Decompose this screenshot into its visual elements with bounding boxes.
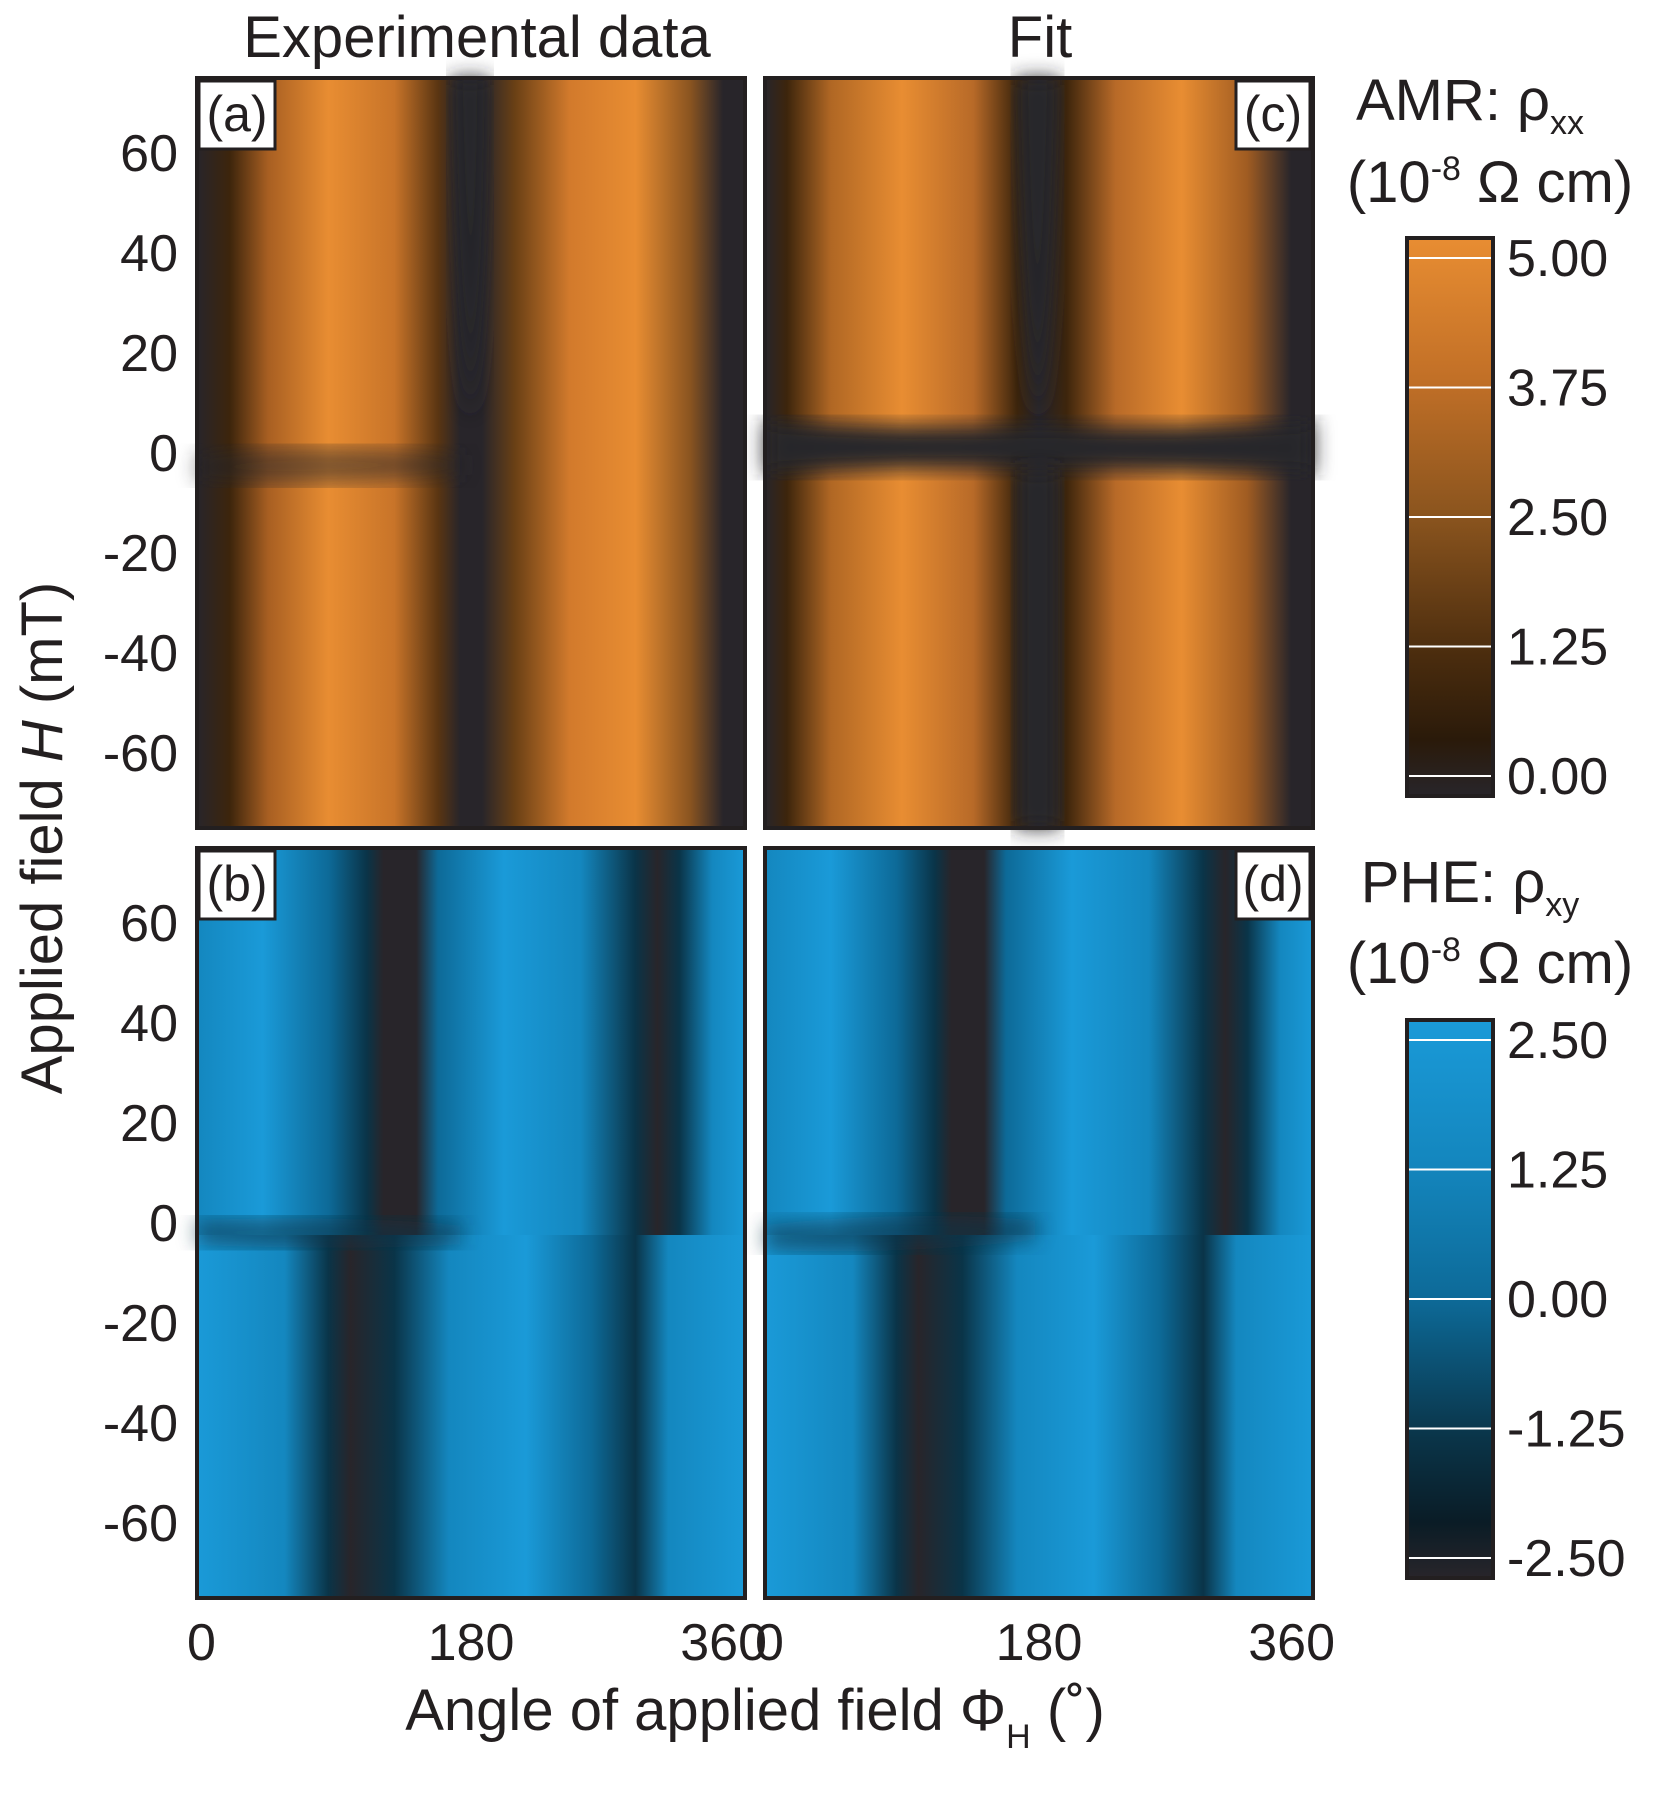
- phe-colorbar: 2.50 1.25 0.00 -1.25 -2.50: [1405, 1012, 1626, 1588]
- phe-colorbar-units: (10-8 Ω cm): [1347, 931, 1633, 996]
- x-axis-label: Angle of applied field ΦH (˚): [405, 1678, 1105, 1756]
- colorbar_phe-tick-0: 2.50: [1507, 1012, 1608, 1070]
- panel-a-heatmap-lower: [197, 460, 745, 828]
- colorbar_phe-tick-4: -2.50: [1507, 1530, 1626, 1588]
- column-title-fit: Fit: [1008, 5, 1072, 70]
- colorbar_amr-tick-4: 0.00: [1507, 748, 1608, 806]
- left-x-tick-2: 360: [680, 1614, 767, 1672]
- top-y-tick-3: 0: [149, 425, 178, 483]
- bottom-y-tick-2: 20: [120, 1095, 178, 1153]
- colorbar_amr-tick-1: 3.75: [1507, 360, 1608, 418]
- amr-colorbar-title: AMR: ρxx: [1356, 68, 1584, 142]
- panel-b-heatmap-lower: [197, 1235, 745, 1598]
- bottom-y-tick-3: 0: [149, 1195, 178, 1253]
- bottom-y-tick-0: 60: [120, 895, 178, 953]
- column-title-experimental: Experimental data: [243, 5, 711, 70]
- top-y-tick-2: 20: [120, 325, 178, 383]
- colorbar_amr-tick-0: 5.00: [1507, 230, 1608, 288]
- y-ticks-top: 60 40 20 0 -20 -40 -60: [103, 125, 178, 783]
- panel-b-label: (b): [206, 856, 267, 912]
- bottom-y-tick-1: 40: [120, 995, 178, 1053]
- panel-a: (a): [195, 76, 747, 830]
- panel-d-heatmap-lower: [765, 1235, 1313, 1598]
- amr-colorbar-units: (10-8 Ω cm): [1347, 150, 1633, 215]
- panel-b: (b): [195, 846, 747, 1600]
- colorbar_phe-tick-2: 0.00: [1507, 1271, 1608, 1329]
- top-y-tick-1: 40: [120, 225, 178, 283]
- panel-d-label: (d): [1242, 856, 1303, 912]
- bottom-y-tick-5: -40: [103, 1395, 178, 1453]
- colorbar_amr-tick-2: 2.50: [1507, 489, 1608, 547]
- y-axis-label: Applied field H (mT): [10, 582, 75, 1095]
- colorbar_phe-tick-1: 1.25: [1507, 1142, 1608, 1200]
- right-x-tick-2: 360: [1248, 1614, 1335, 1672]
- y-ticks-bottom: 60 40 20 0 -20 -40 -60: [103, 895, 178, 1553]
- top-y-tick-5: -40: [103, 625, 178, 683]
- panel-c: (c): [763, 76, 1315, 830]
- left-x-tick-1: 180: [428, 1614, 515, 1672]
- panel-c-label: (c): [1244, 86, 1302, 142]
- colorbar_amr-tick-3: 1.25: [1507, 619, 1608, 677]
- amr-colorbar: 5.00 3.75 2.50 1.25 0.00: [1405, 230, 1608, 806]
- bottom-y-tick-6: -60: [103, 1495, 178, 1553]
- bottom-y-tick-4: -20: [103, 1295, 178, 1353]
- phe-colorbar-title: PHE: ρxy: [1361, 850, 1579, 924]
- colorbar_phe-tick-3: -1.25: [1507, 1401, 1626, 1459]
- panel-a-label: (a): [206, 86, 267, 142]
- right-x-tick-0: 0: [755, 1614, 784, 1672]
- right-x-tick-1: 180: [996, 1614, 1083, 1672]
- top-y-tick-0: 60: [120, 125, 178, 183]
- left-x-tick-0: 0: [187, 1614, 216, 1672]
- top-y-tick-6: -60: [103, 725, 178, 783]
- top-y-tick-4: -20: [103, 525, 178, 583]
- panel-d: (d): [763, 846, 1315, 1600]
